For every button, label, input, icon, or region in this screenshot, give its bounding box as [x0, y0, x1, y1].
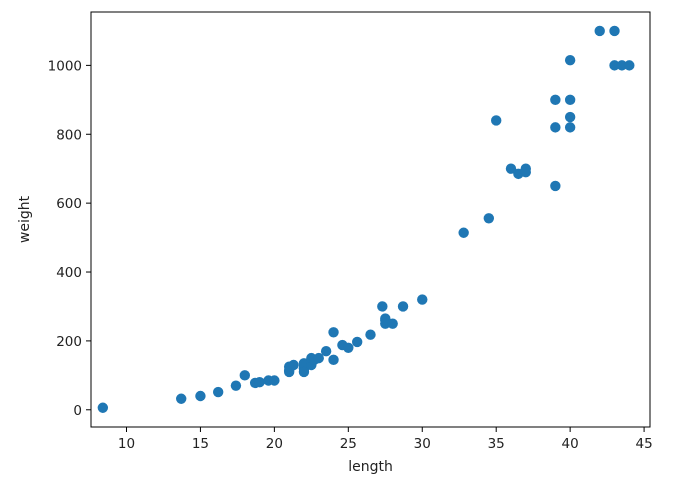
data-point: [387, 318, 398, 329]
data-point: [564, 122, 576, 133]
x-tick-label: 45: [635, 436, 652, 452]
x-tick-label: 40: [562, 436, 579, 452]
x-tick-label: 15: [192, 436, 209, 452]
data-point: [176, 393, 187, 404]
data-point: [343, 342, 354, 353]
data-point: [239, 370, 250, 381]
data-point: [564, 111, 576, 123]
data-point: [328, 354, 339, 366]
x-tick-label: 35: [488, 436, 505, 452]
data-point: [609, 60, 620, 71]
data-point: [483, 213, 495, 224]
data-point: [564, 94, 576, 106]
data-point: [594, 25, 605, 37]
data-point: [550, 180, 561, 192]
data-point: [377, 301, 388, 312]
data-point: [97, 402, 109, 413]
data-point: [269, 375, 280, 386]
data-point: [616, 60, 628, 71]
data-point: [298, 366, 310, 378]
data-point: [328, 327, 339, 338]
data-point: [288, 359, 299, 371]
ticks-layer: 10 15 20 25 30 35 40 45 0 200 400 600 800 1000: [48, 58, 653, 452]
data-point: [458, 227, 469, 238]
data-point: [609, 25, 620, 37]
y-tick-label: 600: [56, 196, 82, 212]
data-point: [254, 377, 265, 388]
data-point: [520, 166, 531, 178]
data-point: [195, 390, 206, 402]
data-point: [230, 380, 242, 391]
data-point: [397, 301, 409, 312]
data-point: [212, 386, 224, 398]
data-point: [313, 352, 324, 364]
y-axis-label: weight: [17, 195, 33, 243]
y-tick-label: 400: [56, 265, 82, 281]
y-tick-label: 0: [73, 403, 82, 419]
data-point: [505, 163, 517, 174]
data-point: [380, 318, 391, 329]
data-point: [624, 60, 635, 71]
y-tick-label: 1000: [48, 58, 82, 74]
x-tick-label: 10: [118, 436, 135, 452]
plot-frame: [90, 11, 651, 428]
data-point: [564, 55, 576, 66]
y-tick-label: 200: [56, 334, 82, 350]
data-point: [320, 346, 332, 357]
y-tick-label: 800: [56, 127, 82, 143]
data-point: [550, 94, 561, 106]
x-tick-label: 30: [414, 436, 431, 452]
data-point: [550, 122, 561, 133]
x-axis-label: length: [348, 459, 393, 475]
points-layer: [97, 25, 635, 413]
x-tick-label: 20: [266, 436, 283, 452]
data-point: [491, 115, 502, 126]
data-point: [417, 294, 428, 305]
data-point: [351, 336, 363, 348]
x-tick-label: 25: [340, 436, 357, 452]
data-point: [365, 329, 376, 340]
